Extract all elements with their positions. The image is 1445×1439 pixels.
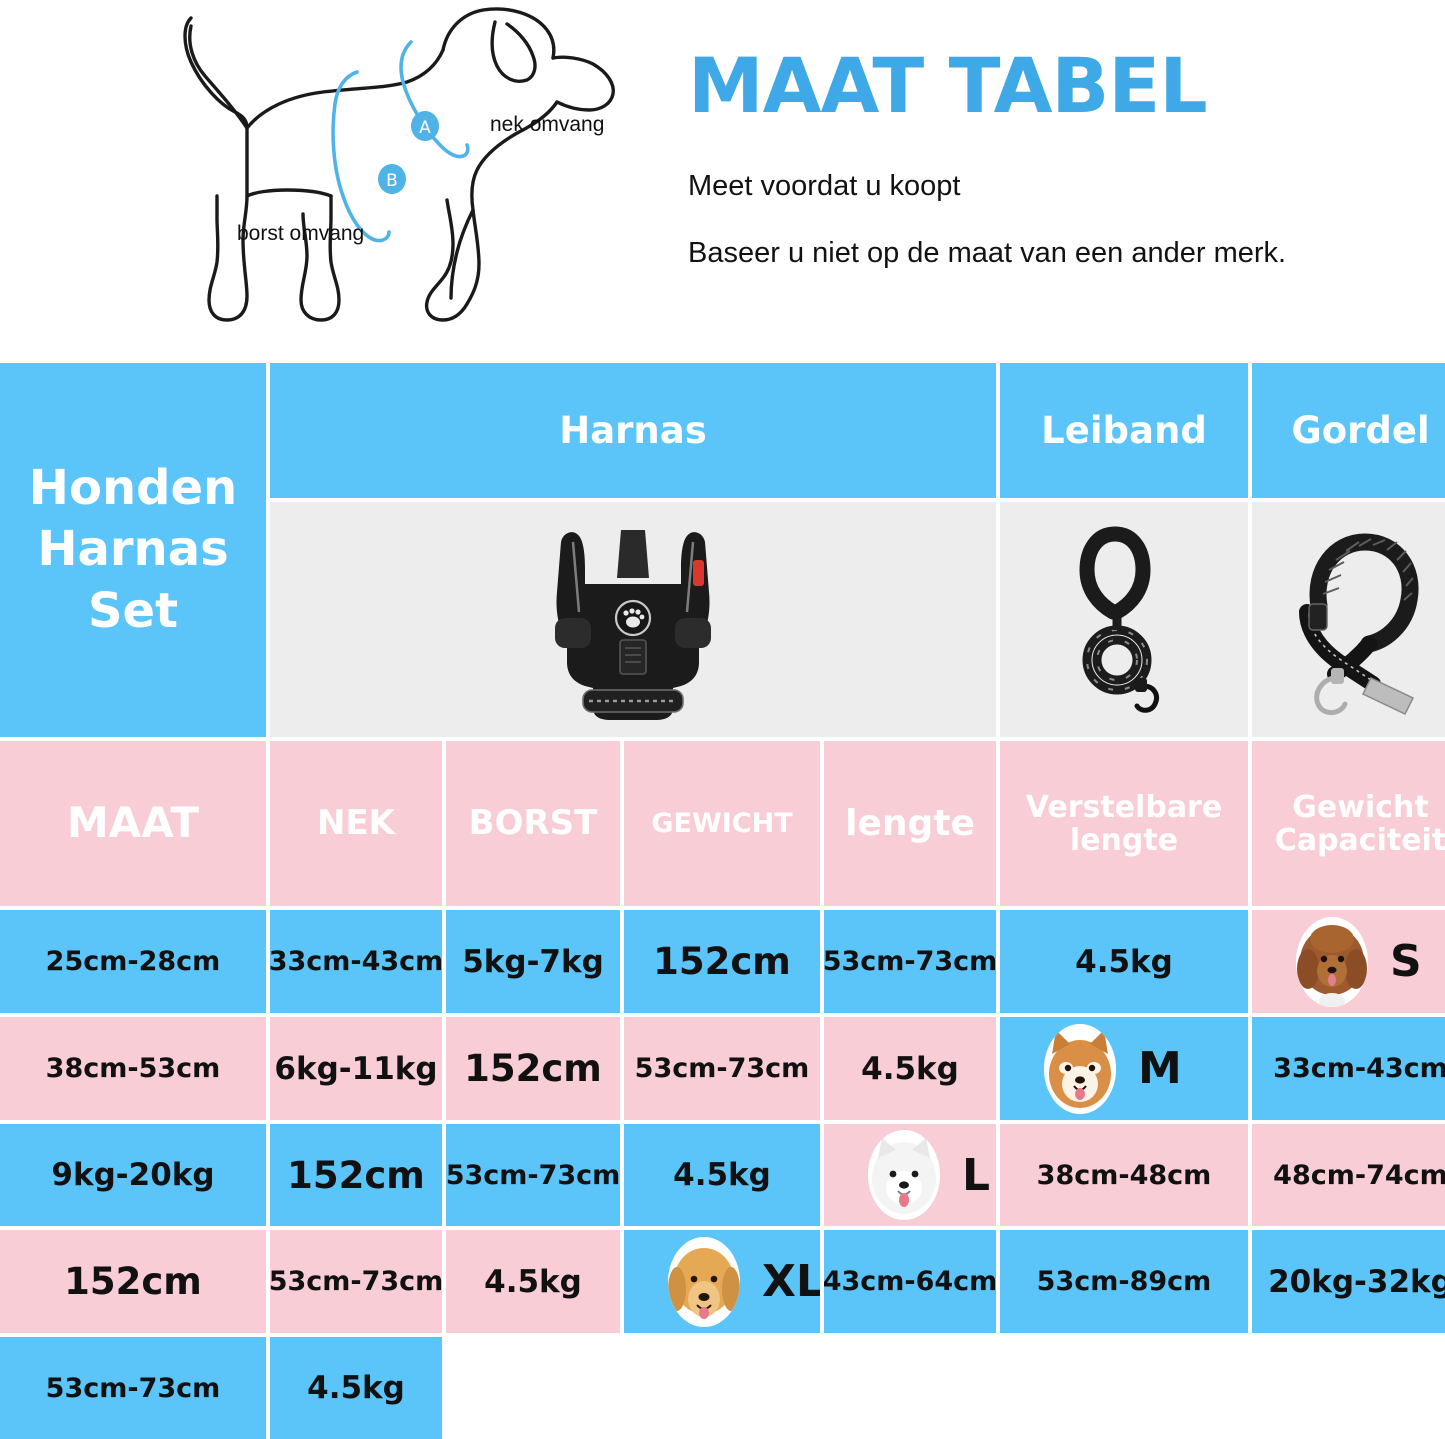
shiba-inu-avatar bbox=[1044, 1023, 1116, 1114]
dog-leash-photo bbox=[1079, 526, 1159, 713]
svg-text:A: A bbox=[419, 118, 431, 138]
column-header-borst: BORST bbox=[446, 741, 620, 906]
column-header-maat: MAAT bbox=[0, 741, 266, 906]
cell-lengte: 152cm bbox=[270, 1124, 442, 1226]
column-header-lengte: lengte bbox=[824, 741, 996, 906]
cell-borst: 33cm-43cm bbox=[270, 910, 442, 1013]
cell-borst: 53cm-89cm bbox=[1000, 1230, 1248, 1333]
cell-nek: 25cm-28cm bbox=[0, 910, 266, 1013]
cell-verstelbare-lengte: 53cm-73cm bbox=[446, 1124, 620, 1226]
cell-borst: 48cm-74cm bbox=[1252, 1124, 1445, 1226]
marker-a-group: A bbox=[411, 111, 439, 141]
car-seatbelt-photo bbox=[1299, 532, 1419, 715]
product-photo-gordel bbox=[1252, 502, 1445, 737]
subtitle-other-brand: Baseer u niet op de maat van een ander m… bbox=[688, 237, 1287, 269]
size-label: L bbox=[962, 1149, 991, 1201]
table-row-size-xl: XL bbox=[624, 1230, 820, 1333]
cell-gewicht-capaciteit: 4.5kg bbox=[270, 1337, 442, 1439]
cell-borst: 38cm-53cm bbox=[0, 1017, 266, 1120]
chest-measure-label: borst omvang bbox=[237, 222, 365, 245]
cell-gewicht-capaciteit: 4.5kg bbox=[1000, 910, 1248, 1013]
size-chart-table: Honden Harnas Set Harnas Leiband Gordel … bbox=[0, 363, 1445, 1439]
product-header-harnas: Harnas bbox=[270, 363, 996, 498]
cell-nek: 38cm-48cm bbox=[1000, 1124, 1248, 1226]
samoyed-avatar bbox=[868, 1130, 940, 1220]
brand-line-3: Set bbox=[87, 582, 179, 639]
column-header-nek: NEK bbox=[270, 741, 442, 906]
table-row-size-s: S bbox=[1252, 910, 1445, 1013]
cell-lengte: 152cm bbox=[624, 910, 820, 1013]
size-label: M bbox=[1138, 1043, 1182, 1094]
dog-measurement-diagram: A B nek omvang borst omvang bbox=[95, 0, 655, 350]
table-row-size-l: L bbox=[824, 1124, 996, 1226]
cell-verstelbare-lengte: 53cm-73cm bbox=[824, 910, 996, 1013]
cell-gewicht-capaciteit: 4.5kg bbox=[446, 1230, 620, 1333]
cell-gewicht-capaciteit: 4.5kg bbox=[824, 1017, 996, 1120]
cell-gewicht: 5kg-7kg bbox=[446, 910, 620, 1013]
golden-retriever-avatar bbox=[668, 1236, 740, 1327]
product-photo-leiband bbox=[1000, 502, 1248, 737]
size-label: S bbox=[1390, 936, 1422, 987]
cell-lengte: 152cm bbox=[446, 1017, 620, 1120]
page-title: MAAT TABEL bbox=[688, 41, 1208, 130]
dog-harness-photo bbox=[555, 530, 711, 720]
product-header-gordel: Gordel bbox=[1252, 363, 1445, 498]
svg-text:B: B bbox=[386, 171, 398, 191]
cell-verstelbare-lengte: 53cm-73cm bbox=[270, 1230, 442, 1333]
header-section: A B nek omvang borst omvang MAAT TABEL M… bbox=[0, 0, 1445, 362]
cell-nek: 43cm-64cm bbox=[824, 1230, 996, 1333]
marker-b-group: B bbox=[378, 164, 406, 194]
cell-nek: 33cm-43cm bbox=[1252, 1017, 1445, 1120]
poodle-avatar bbox=[1296, 916, 1368, 1007]
cell-gewicht: 6kg-11kg bbox=[270, 1017, 442, 1120]
brand-line-2: Harnas bbox=[37, 521, 229, 578]
brand-line-1: Honden bbox=[28, 459, 238, 516]
title-block: MAAT TABEL Meet voordat u koopt Baseer u… bbox=[688, 48, 1445, 270]
cell-gewicht: 20kg-32kg bbox=[1252, 1230, 1445, 1333]
column-header-gewicht: GEWICHT bbox=[624, 741, 820, 906]
product-header-leiband: Leiband bbox=[1000, 363, 1248, 498]
size-label: XL bbox=[762, 1256, 820, 1307]
column-header-verstelbare-lengte: Verstelbare lengte bbox=[1000, 741, 1248, 906]
column-header-gewicht-capaciteit: Gewicht Capaciteit bbox=[1252, 741, 1445, 906]
cell-verstelbare-lengte: 53cm-73cm bbox=[0, 1337, 266, 1439]
neck-measure-label: nek omvang bbox=[490, 113, 605, 136]
cell-gewicht-capaciteit: 4.5kg bbox=[624, 1124, 820, 1226]
table-row-size-m: M bbox=[1000, 1017, 1248, 1120]
subtitle-measure-first: Meet voordat u koopt bbox=[688, 170, 961, 202]
brand-title-cell: Honden Harnas Set bbox=[0, 363, 266, 737]
cell-lengte: 152cm bbox=[0, 1230, 266, 1333]
product-photo-harnas bbox=[270, 502, 996, 737]
cell-gewicht: 9kg-20kg bbox=[0, 1124, 266, 1226]
cell-verstelbare-lengte: 53cm-73cm bbox=[624, 1017, 820, 1120]
